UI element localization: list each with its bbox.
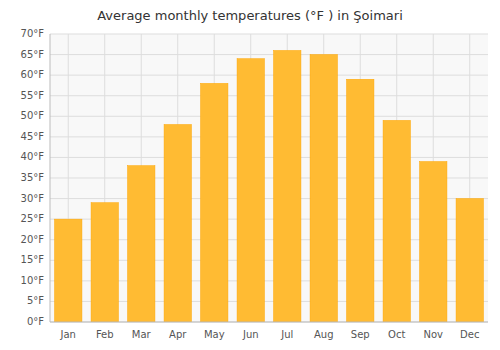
x-tick-label: Jul [280,329,293,340]
y-tick-label: 60°F [21,69,45,80]
y-tick-label: 55°F [21,90,45,101]
chart: Average monthly temperatures (°F ) in Şo… [0,0,500,350]
x-tick-label: Nov [423,329,443,340]
grid [50,34,488,322]
y-tick-label: 10°F [21,275,45,286]
y-tick-label: 15°F [21,254,45,265]
grid-line-y [50,54,488,55]
grid-line-y [50,116,488,117]
x-tick-label: Jun [242,329,259,340]
grid-line-y [50,322,488,323]
y-tick-label: 40°F [21,151,45,162]
bar [91,203,118,322]
title: Average monthly temperatures (°F ) in Şo… [97,8,403,23]
y-tick-label: 70°F [21,28,45,39]
bar [237,59,264,322]
y-tick-label: 5°F [27,295,44,306]
bar [347,79,374,322]
bar [55,219,82,322]
y-tick-label: 20°F [21,234,45,245]
bar [456,199,483,322]
y-tick-label: 0°F [27,316,44,327]
y-axis: 0°F 5°F 10°F 15°F 20°F 25°F 30°F 35°F 40°F 45°F 50… [21,28,45,327]
grid-line-y [50,157,488,158]
x-tick-label: May [204,329,225,340]
y-tick-label: 50°F [21,110,45,121]
y-axis-line [50,34,51,322]
x-tick-label: Oct [388,329,405,340]
x-tick-label: Sep [351,329,370,340]
bar [310,55,337,322]
bar [420,162,447,322]
bar [128,166,155,322]
bars [55,50,484,322]
grid-line-y [50,136,488,137]
x-tick-label: Dec [460,329,479,340]
y-tick-label: 25°F [21,213,45,224]
x-tick-label: Feb [96,329,114,340]
y-tick-label: 30°F [21,193,45,204]
page: {"chart_data": {"type": "bar", "title": … [0,0,500,350]
bar [383,120,410,322]
bar [274,50,301,322]
plot-background [50,34,488,322]
x-tick-label: Aug [314,329,334,340]
grid-line-y [50,34,488,35]
x-axis-line [50,322,488,323]
y-tick-label: 35°F [21,172,45,183]
bar [201,83,228,322]
y-tick-label: 65°F [21,49,45,60]
x-tick-label: Jan [60,329,76,340]
bar [164,125,191,322]
x-axis: Jan Feb Mar Apr May Jun Jul Aug Sep Oct Nov Dec [60,329,480,340]
y-tick-label: 45°F [21,131,45,142]
x-tick-label: Apr [169,329,187,340]
grid-line-y [50,95,488,96]
grid-line-y [50,75,488,76]
x-tick-label: Mar [132,329,152,340]
